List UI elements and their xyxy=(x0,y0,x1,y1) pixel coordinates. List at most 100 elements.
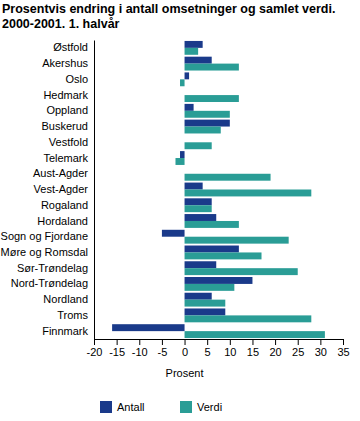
y-tick: Rogaland xyxy=(41,199,94,211)
bar xyxy=(185,331,325,338)
bar xyxy=(185,127,221,134)
x-tick: 35 xyxy=(337,339,349,358)
x-tick-mark xyxy=(252,339,253,345)
y-tick-label: Rogaland xyxy=(41,199,88,211)
bar xyxy=(185,142,212,149)
x-tick: 15 xyxy=(247,339,259,358)
bar xyxy=(185,183,203,190)
x-tick-mark xyxy=(207,339,208,345)
y-tick: Buskerud xyxy=(42,120,94,132)
legend-label: Verdi xyxy=(197,401,222,413)
x-tick: -20 xyxy=(87,339,103,358)
bar xyxy=(185,284,235,291)
bar xyxy=(185,120,230,127)
bar xyxy=(175,158,184,165)
x-tick-label: 10 xyxy=(224,346,236,358)
y-tick-label: Nord-Trøndelag xyxy=(11,277,88,289)
title: Prosentvis endring i antall omsetninger … xyxy=(2,2,335,16)
y-tick-label: Østfold xyxy=(53,41,88,53)
bar xyxy=(185,214,217,221)
y-tick-label: Sogn og Fjordane xyxy=(1,230,88,242)
legend-label: Antall xyxy=(117,401,145,413)
x-tick-label: 5 xyxy=(205,346,211,358)
x-tick-label: -15 xyxy=(109,346,125,358)
y-tick-label: Nordland xyxy=(43,293,88,305)
bar xyxy=(185,104,194,111)
x-tick-mark xyxy=(320,339,321,345)
y-tick: Nordland xyxy=(43,293,94,305)
x-tick: -15 xyxy=(109,339,125,358)
y-tick: Vestfold xyxy=(49,136,94,148)
y-tick-label: Vestfold xyxy=(49,136,88,148)
bar xyxy=(185,237,289,244)
bar xyxy=(185,221,239,228)
y-tick-label: Finnmark xyxy=(42,325,88,337)
x-tick-mark xyxy=(275,339,276,345)
x-tick: 0 xyxy=(182,339,188,358)
x-tick-label: 35 xyxy=(337,346,349,358)
y-tick: Hordaland xyxy=(37,214,94,226)
y-tick-label: Aust-Agder xyxy=(33,167,88,179)
legend: Antall Verdi xyxy=(100,401,222,413)
x-tick-label: -20 xyxy=(87,346,103,358)
x-tick-mark xyxy=(343,339,344,345)
x-axis: -20 -15 -10 -5 0 5 10 15 20 25 30 35 xyxy=(87,339,350,358)
x-axis-title: Prosent xyxy=(166,367,204,379)
bar xyxy=(185,41,203,48)
x-axis-line xyxy=(95,339,344,340)
x-tick-label: 0 xyxy=(182,346,188,358)
bar xyxy=(185,293,212,300)
bar xyxy=(185,95,239,102)
x-tick-label: 15 xyxy=(247,346,259,358)
y-tick-label: Oppland xyxy=(46,104,88,116)
y-tick-label: Sør-Trøndelag xyxy=(17,262,88,274)
chart: Prosentvis endring i antall omsetninger … xyxy=(0,0,360,421)
y-tick-label: Oslo xyxy=(65,73,88,85)
x-tick-label: 25 xyxy=(292,346,304,358)
y-tick: Finnmark xyxy=(42,325,94,337)
title-group: Prosentvis endring i antall omsetninger … xyxy=(2,2,335,31)
x-tick: 10 xyxy=(224,339,236,358)
y-tick: Telemark xyxy=(43,152,94,164)
bar xyxy=(185,174,271,181)
y-tick-label: Troms xyxy=(57,309,88,321)
bar xyxy=(180,151,185,158)
y-axis-line xyxy=(94,41,95,340)
y-tick: Oslo xyxy=(65,73,94,85)
y-tick-label: Akershus xyxy=(42,57,88,69)
bar xyxy=(184,135,185,142)
x-tick-mark xyxy=(162,339,163,345)
bar xyxy=(184,88,185,95)
y-tick: Troms xyxy=(57,309,94,321)
y-tick-label: Telemark xyxy=(43,152,88,164)
bar xyxy=(185,315,312,322)
y-tick: Østfold xyxy=(53,41,94,53)
bar xyxy=(185,64,239,71)
bars xyxy=(112,41,325,338)
bar xyxy=(185,277,253,284)
y-tick-label: Hordaland xyxy=(37,214,88,226)
y-tick-label: Møre og Romsdal xyxy=(1,246,88,258)
bar xyxy=(185,48,199,55)
title: 2000-2001. 1. halvår xyxy=(2,17,120,31)
x-tick: -10 xyxy=(132,339,148,358)
bar xyxy=(185,252,262,259)
x-tick-label: -10 xyxy=(132,346,148,358)
bar xyxy=(184,167,185,174)
legend-swatch xyxy=(100,401,112,413)
y-tick: Hedmark xyxy=(43,89,94,101)
y-tick-label: Vest-Agder xyxy=(34,183,89,195)
y-tick-label: Buskerud xyxy=(42,120,88,132)
x-tick-label: 20 xyxy=(269,346,281,358)
y-tick: Sogn og Fjordane xyxy=(1,230,94,242)
y-tick: Sør-Trøndelag xyxy=(17,262,94,274)
y-tick: Møre og Romsdal xyxy=(1,246,94,258)
x-tick: 30 xyxy=(315,339,327,358)
bar xyxy=(112,324,184,331)
bar xyxy=(180,79,185,86)
x-tick: -5 xyxy=(158,339,168,358)
y-tick: Aust-Agder xyxy=(33,167,94,179)
bar xyxy=(185,111,230,118)
x-tick: 20 xyxy=(269,339,281,358)
bar xyxy=(185,261,217,268)
